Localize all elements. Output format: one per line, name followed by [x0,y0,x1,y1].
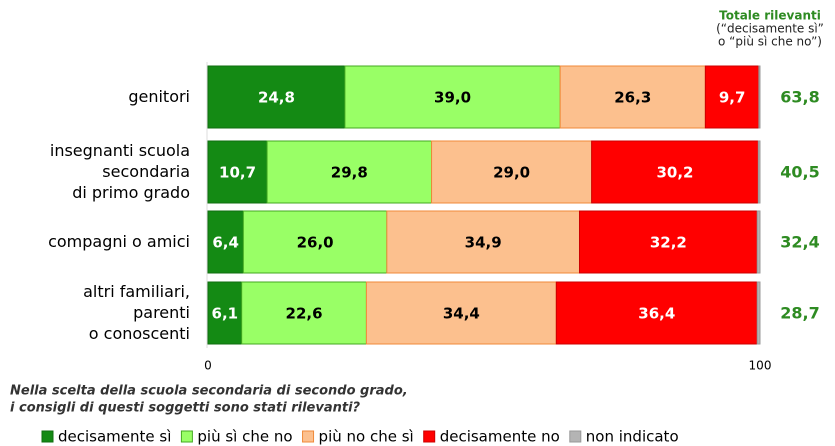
x-tick-label: 100 [749,359,772,373]
value-label: 36,4 [638,305,675,323]
totals-header: o “più sì che no”) [718,35,822,49]
legend-swatch [569,430,582,443]
legend-label: più sì che no [197,428,292,446]
legend-swatch [41,430,54,443]
bar-segment [242,210,388,274]
legend-swatch [423,430,436,443]
question: Nella scelta della scuola secondaria di … [10,384,408,399]
legend-label: più no che sì [319,428,414,446]
legend-label: decisamente no [440,428,560,446]
total-label: 40,5 [780,163,819,182]
question: i consigli di questi soggetti sono stati… [10,401,361,416]
value-label: 22,6 [286,305,323,323]
bar-segment [207,281,243,345]
value-label: 9,7 [719,89,746,107]
bar-segment [757,140,761,204]
bar-segment [386,210,580,274]
legend-swatch [302,430,315,443]
totals-header: Totale rilevanti [719,9,821,23]
value-label: 10,7 [219,164,256,182]
value-label: 30,2 [656,164,693,182]
total-label: 28,7 [780,304,819,323]
value-label: 26,3 [614,89,651,107]
bar-segment [756,210,761,274]
value-label: 32,2 [650,234,687,252]
bar-segment [365,281,557,345]
value-label: 39,0 [434,89,471,107]
category-label: altri familiari, parenti o conoscenti [83,282,190,343]
value-label: 6,4 [212,234,239,252]
bar-segment [207,65,346,129]
bar-segment [578,210,758,274]
bar-segment [207,210,244,274]
value-label: 29,0 [493,164,530,182]
total-label: 63,8 [780,88,819,107]
bar-segment [758,65,761,129]
category-label: compagni o amici [48,232,190,251]
totals-header: (“decisamente sì” [716,22,824,36]
bar-segment [266,140,433,204]
bar-segment [756,281,761,345]
value-label: 34,9 [465,234,502,252]
value-label: 6,1 [212,305,239,323]
legend-label: decisamente sì [58,428,171,446]
category-label: insegnanti scuola secondaria di primo grad… [50,141,190,202]
category-label: genitori [128,87,190,106]
bar-segment [559,65,706,129]
legend-swatch [180,430,193,443]
bar-segment [241,281,367,345]
total-label: 32,4 [780,233,819,252]
value-label: 26,0 [297,234,334,252]
value-label: 29,8 [331,164,368,182]
x-tick-label: 0 [204,359,212,373]
value-label: 34,4 [443,305,480,323]
bar-segment [591,140,759,204]
value-label: 24,8 [258,89,295,107]
bar-segment [344,65,561,129]
bar-segment [555,281,758,345]
legend-label: non indicato [586,428,679,446]
